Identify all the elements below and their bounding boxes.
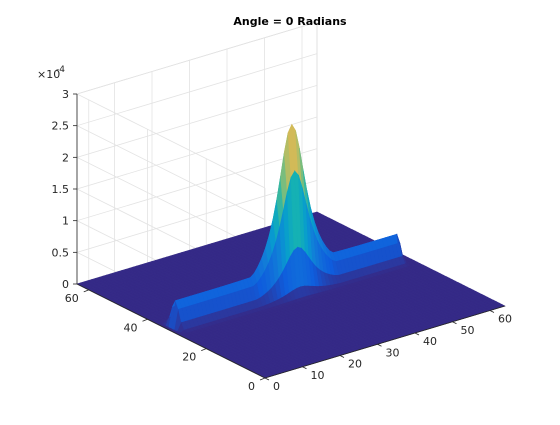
z-tick-label: 2 xyxy=(62,151,69,164)
y-tick-label: 0 xyxy=(248,380,255,393)
x-tick-label: 60 xyxy=(498,313,512,326)
z-tick-label: 3 xyxy=(62,88,69,101)
y-tick xyxy=(83,289,89,293)
x-tick-label: 10 xyxy=(311,369,325,382)
z-tick-label: 1 xyxy=(62,215,69,228)
x-tick xyxy=(264,377,270,381)
surface xyxy=(76,123,506,379)
z-exponent-power: -4 xyxy=(56,65,65,75)
x-tick-label: 40 xyxy=(423,335,437,348)
y-tick xyxy=(201,348,207,351)
x-tick xyxy=(414,332,420,336)
x-tick xyxy=(489,310,495,313)
y-tick-label: 60 xyxy=(65,292,79,305)
y-tick xyxy=(259,377,266,381)
x-tick-label: 20 xyxy=(348,358,362,371)
x-tick xyxy=(377,343,382,347)
z-tick-label: 1.5 xyxy=(52,183,70,196)
x-tick xyxy=(339,355,345,358)
x-tick xyxy=(452,321,457,325)
x-tick xyxy=(302,366,307,370)
z-tick-label: 2.5 xyxy=(52,120,70,133)
y-tick xyxy=(142,318,148,322)
x-tick-label: 50 xyxy=(461,324,475,337)
y-tick-label: 40 xyxy=(124,321,138,334)
y-tick-label: 20 xyxy=(182,351,196,364)
x-tick-label: 0 xyxy=(273,380,280,393)
chart-title: Angle = 0 Radians xyxy=(233,15,347,28)
x-tick-label: 30 xyxy=(386,346,400,359)
z-tick-label: 0 xyxy=(62,278,69,291)
z-tick-label: 0.5 xyxy=(52,246,70,259)
